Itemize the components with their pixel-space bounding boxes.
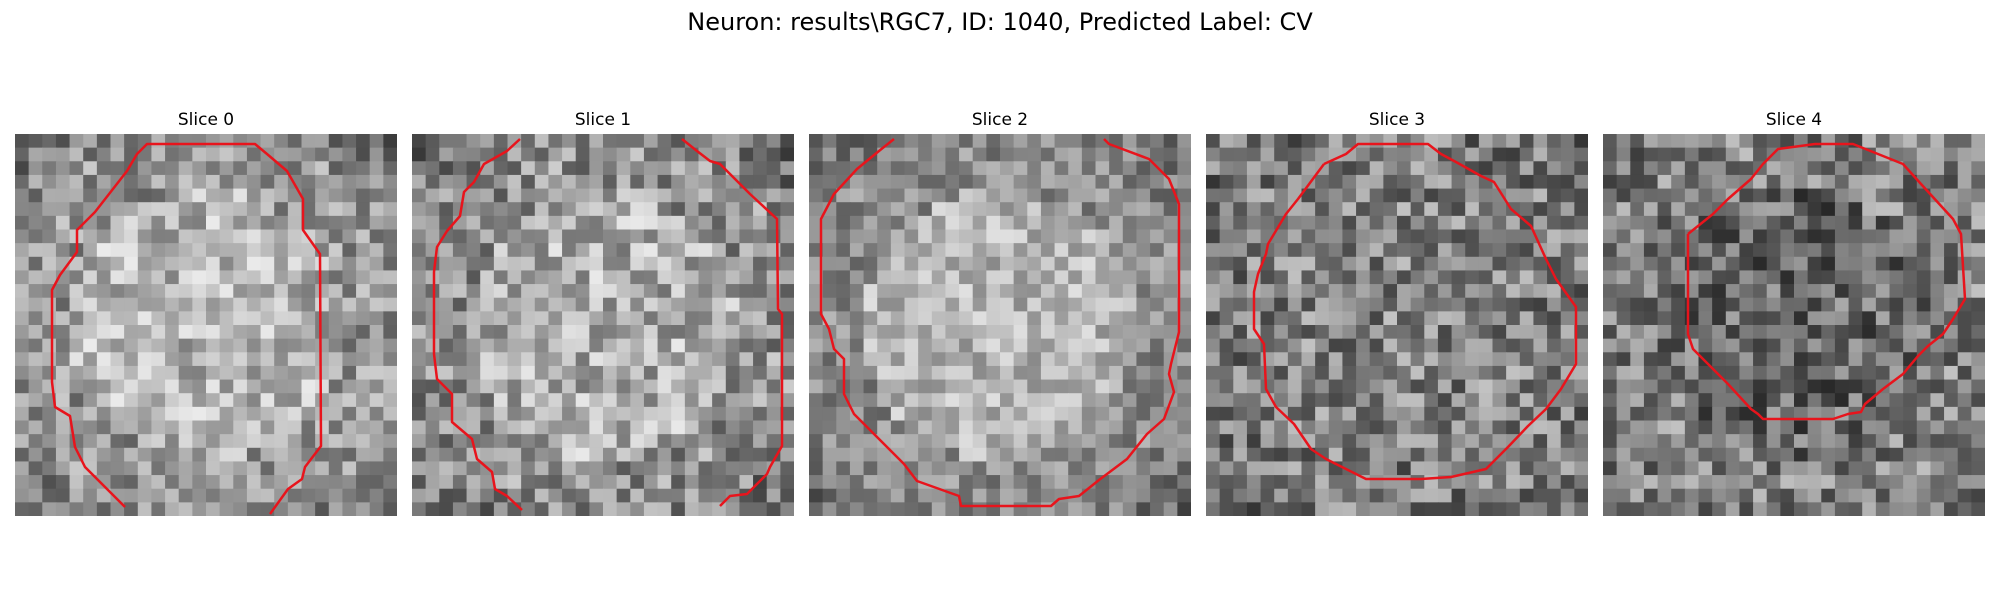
slice-image: [15, 134, 397, 516]
slice-image: [412, 134, 794, 516]
slice-panel-3: Slice 3: [1206, 108, 1588, 516]
slice-panel-0: Slice 0: [15, 108, 397, 516]
slice-panel-1: Slice 1: [412, 108, 794, 516]
slice-title: Slice 4: [1765, 110, 1823, 130]
slice-title: Slice 2: [971, 110, 1029, 130]
slice-image: [1206, 134, 1588, 516]
slice-panel-2: Slice 2: [809, 108, 1191, 516]
slice-image: [1603, 134, 1985, 516]
figure-title: Neuron: results\RGC7, ID: 1040, Predicte…: [687, 8, 1313, 36]
slice-title: Slice 3: [1368, 110, 1426, 130]
slice-title: Slice 0: [177, 110, 235, 130]
slice-title: Slice 1: [574, 110, 632, 130]
slice-panel-4: Slice 4: [1603, 108, 1985, 516]
slice-image: [809, 134, 1191, 516]
